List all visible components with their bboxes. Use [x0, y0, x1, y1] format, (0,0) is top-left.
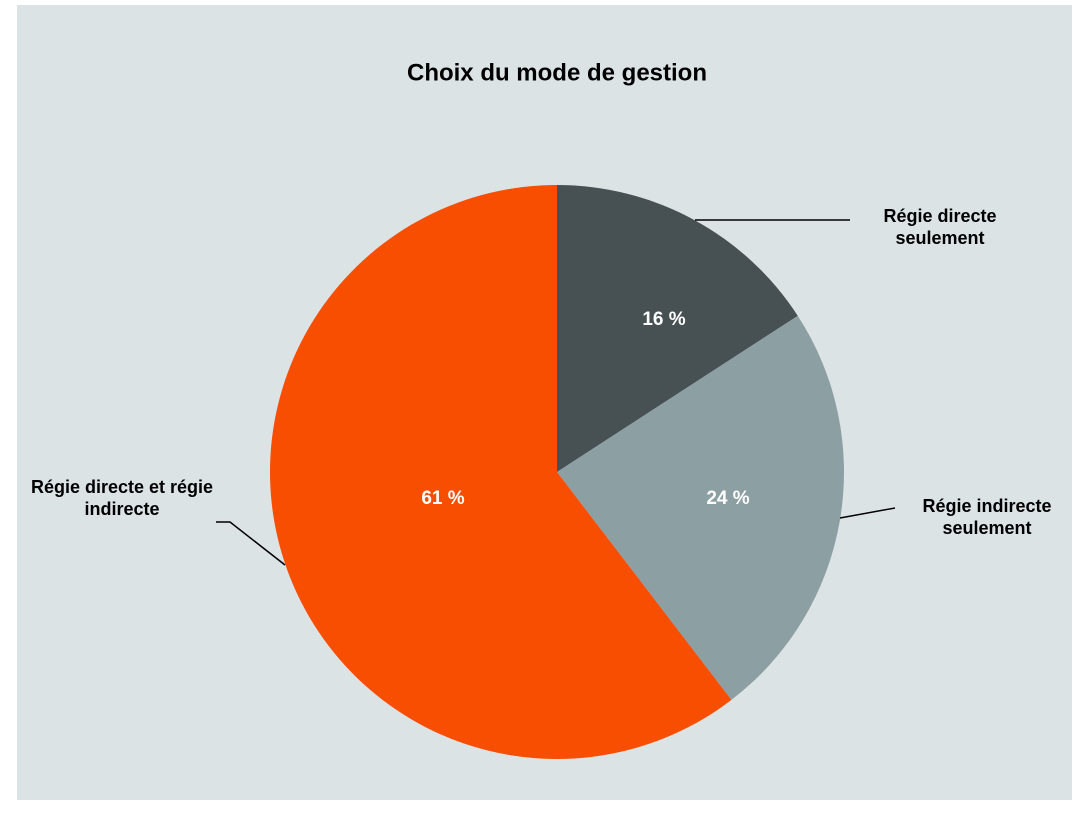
category-label: Régie directe et régie indirecte: [30, 477, 214, 519]
chart-title: Choix du mode de gestion: [407, 59, 707, 86]
data-label: 16 %: [642, 309, 685, 330]
data-label: 61 %: [421, 488, 464, 509]
pie-slice: [557, 315, 845, 700]
category-label: Régie directe seulement: [883, 206, 997, 248]
leader-line: [839, 507, 896, 519]
data-label: 24 %: [706, 488, 749, 509]
pie: 16 % 24 % 61 %: [270, 184, 845, 759]
pie-slice: [557, 185, 798, 472]
pie-slice: [270, 184, 732, 759]
leader-line: [216, 521, 286, 566]
category-label: Régie indirecte seulement: [922, 496, 1052, 538]
